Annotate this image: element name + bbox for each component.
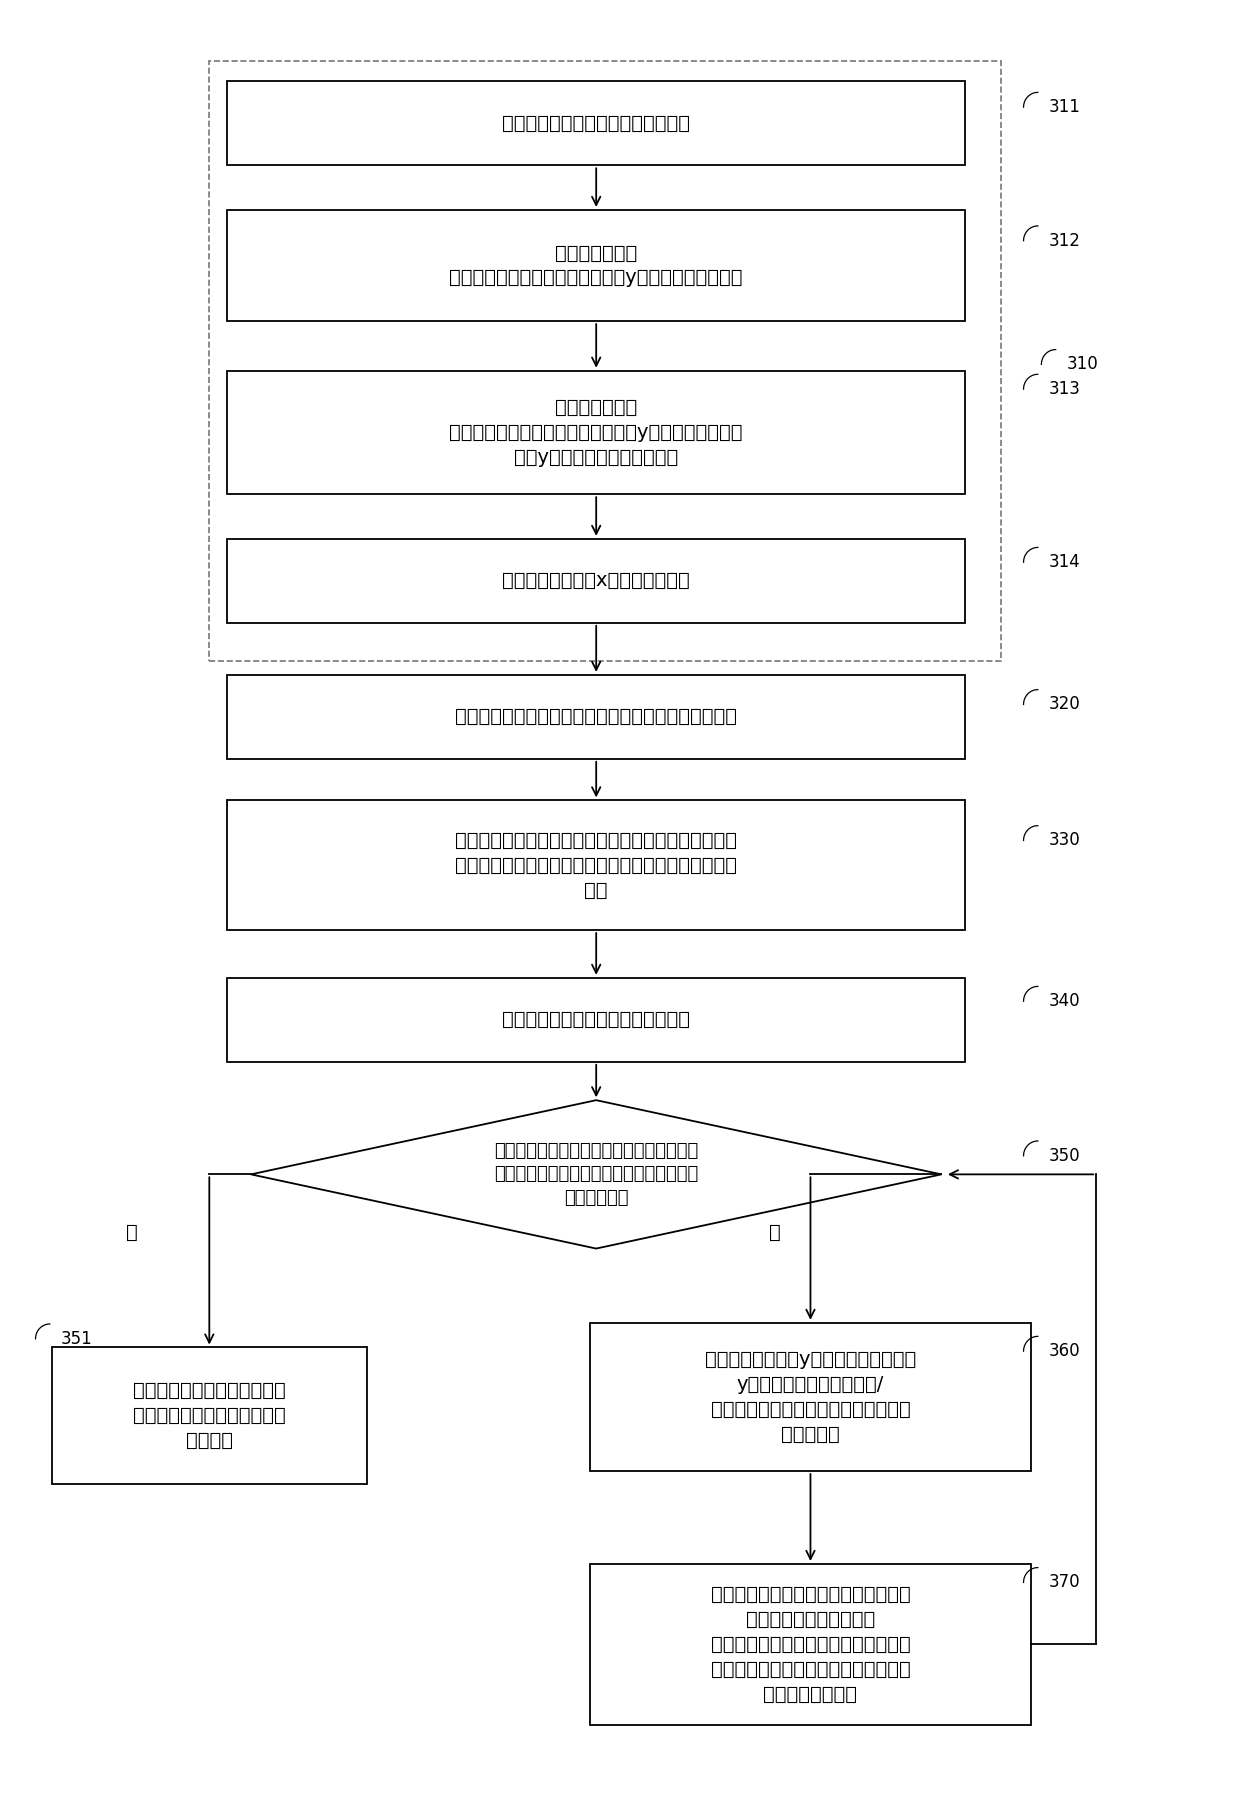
Bar: [227, 209, 965, 322]
Text: 370: 370: [1049, 1574, 1080, 1592]
Text: 340: 340: [1049, 992, 1080, 1010]
Text: 计算得到每个网格对总剂量分布的贡献，最后将各网格
的剂量计算结果叠加，得整个射野在选定模体中的剂量
分布: 计算得到每个网格对总剂量分布的贡献，最后将各网格 的剂量计算结果叠加，得整个射野…: [455, 830, 738, 899]
Bar: [52, 1348, 367, 1483]
Text: 根据多叶准直器
叶片的厚度初步分割二维通量网格y方向的初始网格间距: 根据多叶准直器 叶片的厚度初步分割二维通量网格y方向的初始网格间距: [449, 243, 743, 287]
Text: 测量选定模体在该射野下的真实剂量: 测量选定模体在该射野下的真实剂量: [502, 1010, 691, 1028]
Bar: [227, 540, 965, 623]
Text: 根据多叶准直器
片间耦合位置再次分割二维通量网格y方向的网格间距，
得到y方向的二次分割网格间距: 根据多叶准直器 片间耦合位置再次分割二维通量网格y方向的网格间距， 得到y方向的…: [449, 398, 743, 467]
Text: 320: 320: [1049, 696, 1080, 714]
Bar: [227, 799, 965, 930]
Text: 314: 314: [1049, 552, 1080, 571]
Text: 是: 是: [126, 1223, 138, 1243]
Text: 312: 312: [1049, 233, 1080, 249]
Text: 根据片间漏射透射测量结果设定对应网格的初始通量值: 根据片间漏射透射测量结果设定对应网格的初始通量值: [455, 707, 738, 727]
Bar: [210, 62, 1001, 661]
Text: 313: 313: [1049, 380, 1080, 398]
Text: 调整二维通量网格y方向的网格间距得到
y方向的优化网格间距；和/
或调整各网格对应的初始通量值，得到
优化通量值: 调整二维通量网格y方向的网格间距得到 y方向的优化网格间距；和/ 或调整各网格对…: [704, 1350, 916, 1445]
Text: 360: 360: [1049, 1343, 1080, 1361]
Bar: [227, 82, 965, 165]
Bar: [590, 1564, 1030, 1724]
Text: 310: 310: [1066, 356, 1099, 374]
Text: 根据优化后的网格参数和各网格对应的
优化通量值，重新计算各
网格对总剂量分布的贡献，最后将各网
格的剂量计算结果叠加，得整个射野在
选定模体中的剂量: 根据优化后的网格参数和各网格对应的 优化通量值，重新计算各 网格对总剂量分布的贡…: [711, 1584, 910, 1704]
Text: 350: 350: [1049, 1147, 1080, 1165]
Text: 351: 351: [61, 1330, 92, 1348]
Bar: [227, 978, 965, 1061]
Text: 设置剂量计算的二维通量网格的边界: 设置剂量计算的二维通量网格的边界: [502, 114, 691, 133]
Text: 311: 311: [1049, 98, 1080, 116]
Text: 对比真实剂量与剂量计算的整体差异，判断
真实剂量与剂量计算的差异是否在预设的计
算精度范围内: 对比真实剂量与剂量计算的整体差异，判断 真实剂量与剂量计算的差异是否在预设的计 …: [494, 1141, 698, 1206]
Text: 330: 330: [1049, 832, 1080, 850]
Bar: [590, 1323, 1030, 1472]
Bar: [227, 674, 965, 760]
Text: 接受当前网格分割参数和通量
值，用于后续病人治疗计划的
剂量计算: 接受当前网格分割参数和通量 值，用于后续病人治疗计划的 剂量计算: [133, 1381, 285, 1450]
Text: 否: 否: [769, 1223, 781, 1243]
Polygon shape: [250, 1099, 941, 1248]
Bar: [227, 371, 965, 494]
Text: 设置二维通量网格x方向的网格间距: 设置二维通量网格x方向的网格间距: [502, 571, 691, 591]
